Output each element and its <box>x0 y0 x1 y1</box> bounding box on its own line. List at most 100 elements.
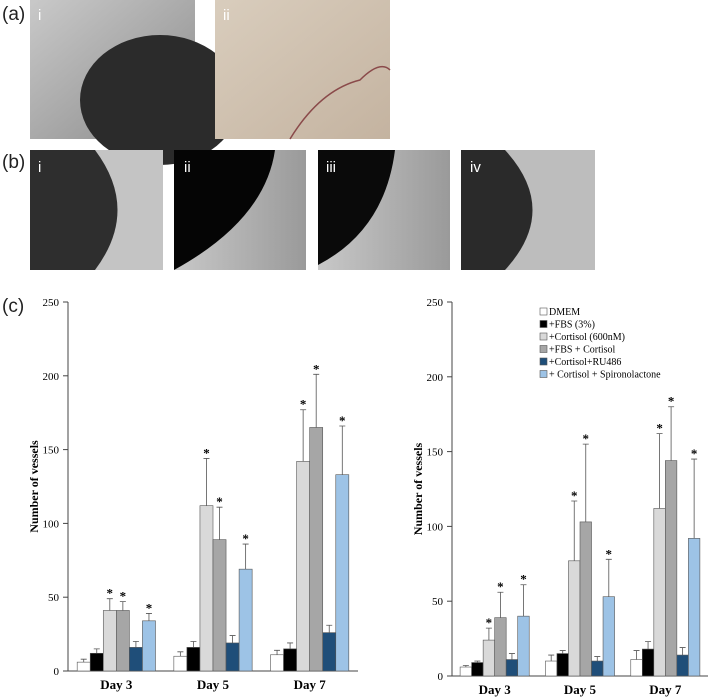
bar <box>322 632 337 672</box>
error-bar <box>190 641 197 648</box>
error-bar <box>326 624 333 633</box>
y-tick-label: 50 <box>432 596 444 608</box>
error-bar <box>497 591 504 618</box>
y-tick-label: 150 <box>43 445 60 457</box>
y-axis-title: Number of vessels <box>411 442 425 535</box>
bar <box>602 596 615 677</box>
error-bar <box>594 656 601 662</box>
error-bar <box>119 601 126 611</box>
y-tick-label: 200 <box>427 372 444 384</box>
significance-mark: * <box>497 579 504 594</box>
significance-mark: * <box>216 494 223 509</box>
significance-mark: * <box>606 546 613 561</box>
error-bar <box>300 409 307 462</box>
significance-mark: * <box>300 397 307 412</box>
bar <box>482 639 495 677</box>
significance-mark: * <box>146 600 153 615</box>
error-bar <box>462 665 469 668</box>
bar <box>653 508 666 677</box>
bar <box>238 568 253 672</box>
error-bar <box>313 373 320 428</box>
error-bar <box>645 641 652 650</box>
micrograph: ii <box>174 150 306 270</box>
image-label: ii <box>184 159 191 176</box>
bar <box>517 615 530 677</box>
error-bar <box>571 500 578 561</box>
significance-mark: * <box>313 361 320 376</box>
x-tick-label: Day 3 <box>100 677 133 692</box>
significance-mark: * <box>691 446 698 461</box>
y-tick-label: 100 <box>43 518 60 530</box>
legend-label: +Cortisol+RU486 <box>549 357 621 368</box>
bar <box>505 659 519 677</box>
legend-label: DMEM <box>549 307 580 318</box>
bar <box>665 460 678 677</box>
bar <box>212 539 227 672</box>
bar <box>199 505 214 672</box>
bar <box>471 662 484 677</box>
legend-label: +FBS (3%) <box>549 320 595 331</box>
error-bar <box>229 635 236 643</box>
micrograph: i <box>30 0 240 165</box>
bar <box>186 647 201 672</box>
error-bar <box>145 613 152 621</box>
image-label: iii <box>326 159 336 176</box>
significance-mark: * <box>583 431 590 446</box>
error-bar <box>242 543 249 570</box>
error-bar <box>679 647 686 656</box>
x-tick-label: Day 5 <box>197 677 230 692</box>
significance-mark: * <box>242 531 249 546</box>
legend-swatch <box>539 332 548 341</box>
bar <box>591 660 604 677</box>
legend-swatch <box>539 357 548 366</box>
significance-mark: * <box>520 572 527 587</box>
panel-label: (b) <box>2 152 25 173</box>
legend-swatch <box>539 370 548 378</box>
legend-label: +FBS + Cortisol <box>549 345 616 356</box>
bar <box>102 610 117 672</box>
error-bar <box>93 648 100 654</box>
bar <box>676 654 689 677</box>
bar <box>568 560 581 677</box>
significance-mark: * <box>339 413 346 428</box>
bar <box>494 617 507 677</box>
error-bar <box>605 558 612 597</box>
error-bar <box>633 650 640 660</box>
error-bar <box>691 458 698 539</box>
bar <box>459 666 472 677</box>
bar <box>688 538 701 677</box>
y-axis-title: Number of vessels <box>27 440 41 533</box>
bar <box>579 521 592 677</box>
bar <box>142 620 156 672</box>
legend-swatch <box>539 345 548 353</box>
y-tick-label: 100 <box>427 521 444 533</box>
legend-swatch <box>539 307 548 316</box>
panel-label: (a) <box>2 4 25 25</box>
bar <box>335 474 350 672</box>
bar <box>129 647 143 672</box>
significance-mark: * <box>571 488 578 503</box>
error-bar <box>548 654 555 662</box>
bar <box>556 653 569 677</box>
bar <box>89 652 104 672</box>
image-label: iv <box>470 159 481 176</box>
error-bar <box>656 433 663 509</box>
error-bar <box>203 458 210 506</box>
significance-mark: * <box>107 586 114 601</box>
error-bar <box>177 651 184 657</box>
error-bar <box>339 425 346 475</box>
error-bar <box>80 658 87 663</box>
y-tick-label: 250 <box>427 297 444 309</box>
micrograph: iii <box>318 150 450 270</box>
micrograph: iv <box>461 150 595 270</box>
error-bar <box>274 649 281 655</box>
y-tick-label: 50 <box>48 592 60 604</box>
error-bar <box>520 584 527 617</box>
y-tick-label: 0 <box>54 666 60 678</box>
bar <box>173 655 188 672</box>
bar <box>270 654 284 672</box>
significance-mark: * <box>486 615 493 630</box>
image-label: i <box>38 159 41 176</box>
bar <box>641 648 655 677</box>
